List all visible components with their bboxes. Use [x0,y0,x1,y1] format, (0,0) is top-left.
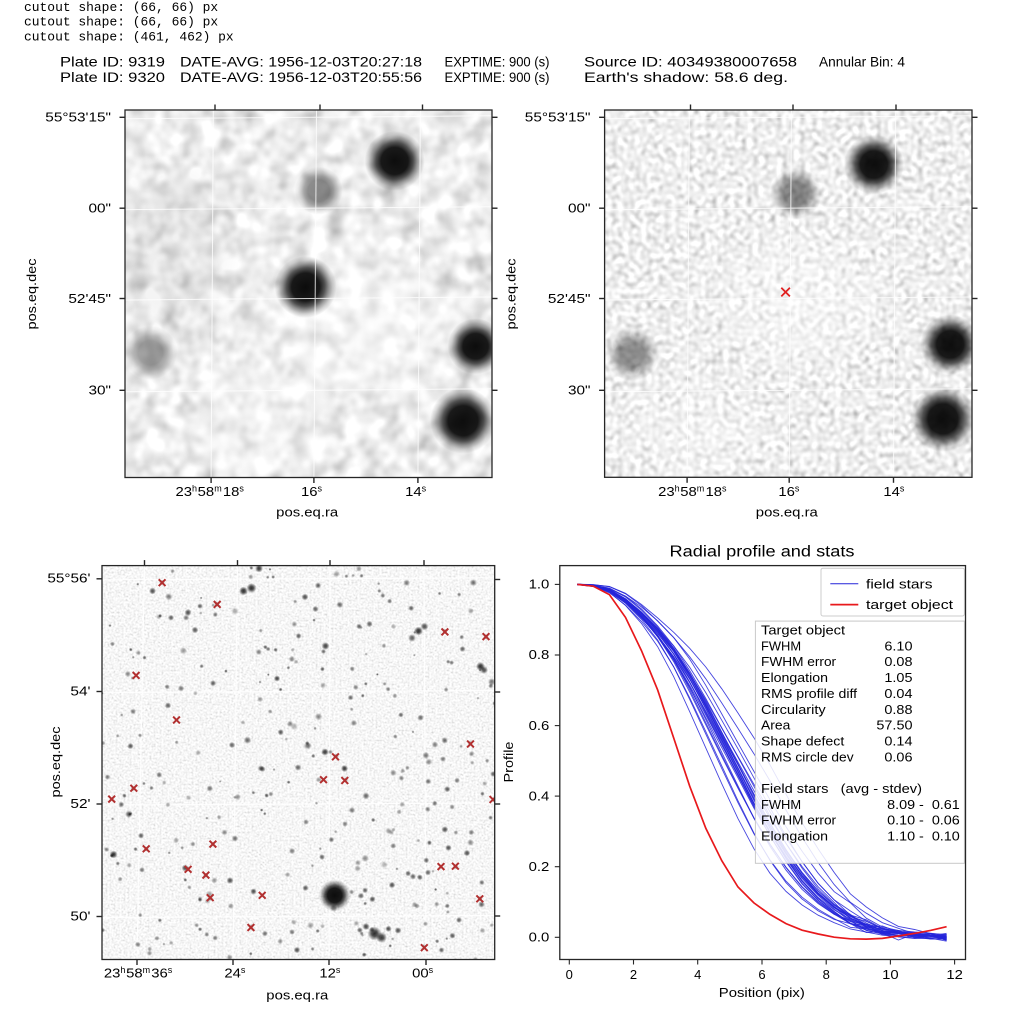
svg-text:0.0: 0.0 [529,930,550,945]
svg-text:16s: 16s [301,484,323,500]
svg-text:8.09 - 0.61: 8.09 - 0.61 [887,798,960,812]
svg-text:4: 4 [694,967,701,982]
svg-text:0.6: 0.6 [529,718,550,733]
svg-text:14s: 14s [883,484,905,500]
svg-text:Radial profile and stats: Radial profile and stats [670,543,855,560]
svg-text:Elongation: Elongation [761,830,828,844]
svg-text:pos.eq.dec: pos.eq.dec [48,726,63,797]
svg-text:57.50: 57.50 [876,719,912,733]
svg-text:Position (pix): Position (pix) [719,985,805,1000]
svg-text:10: 10 [882,967,899,982]
svg-text:0.06: 0.06 [884,750,912,764]
svg-text:55°53'15": 55°53'15" [45,110,111,125]
svg-text:52': 52' [70,796,90,811]
svg-text:EXPTIME: 900 (s): EXPTIME: 900 (s) [445,70,550,85]
svg-text:0.88: 0.88 [884,703,912,717]
svg-text:55°56': 55°56' [47,571,90,586]
svg-text:00": 00" [568,201,591,216]
svg-text:RMS profile diff: RMS profile diff [761,687,858,701]
svg-text:EXPTIME: 900 (s): EXPTIME: 900 (s) [445,55,550,70]
svg-text:52'45": 52'45" [68,291,111,306]
svg-text:FWHM error: FWHM error [761,655,836,669]
svg-text:30": 30" [89,383,112,398]
svg-text:target object: target object [866,597,953,612]
svg-text:00": 00" [89,201,112,216]
svg-text:1.05: 1.05 [884,671,912,685]
svg-text:cutout shape: (66, 66) px: cutout shape: (66, 66) px [24,15,218,30]
svg-text:cutout shape: (66, 66) px: cutout shape: (66, 66) px [24,0,218,15]
svg-text:23h58m18s: 23h58m18s [176,484,245,500]
svg-text:pos.eq.ra: pos.eq.ra [756,505,819,520]
svg-text:Area: Area [761,719,790,733]
svg-text:Field stars (avg - stdev): Field stars (avg - stdev) [761,782,922,796]
svg-text:50': 50' [70,908,90,923]
svg-text:00s: 00s [412,965,434,981]
svg-text:0.4: 0.4 [529,788,550,803]
svg-text:6: 6 [758,967,765,982]
svg-text:Source ID: 40349380007658: Source ID: 40349380007658 [584,55,797,70]
svg-text:54': 54' [70,683,90,698]
svg-text:RMS circle dev: RMS circle dev [761,750,854,764]
svg-text:1.10 - 0.10: 1.10 - 0.10 [887,830,960,844]
svg-text:2: 2 [630,967,637,982]
svg-text:Annular Bin: 4: Annular Bin: 4 [819,55,905,70]
svg-text:pos.eq.dec: pos.eq.dec [504,258,519,329]
svg-text:Plate ID: 9320: Plate ID: 9320 [60,70,165,85]
svg-text:Elongation: Elongation [761,671,828,685]
svg-text:Circularity: Circularity [761,703,827,717]
svg-text:55°53'15": 55°53'15" [525,110,591,125]
svg-text:0.8: 0.8 [529,647,550,662]
svg-text:field stars: field stars [866,576,933,591]
svg-text:FWHM error: FWHM error [761,814,836,828]
svg-text:0.2: 0.2 [529,859,550,874]
svg-text:0.04: 0.04 [884,687,912,701]
svg-text:pos.eq.ra: pos.eq.ra [276,505,339,520]
svg-text:Target object: Target object [761,624,846,638]
svg-text:DATE-AVG: 1956-12-03T20:27:18: DATE-AVG: 1956-12-03T20:27:18 [180,55,422,70]
svg-text:14s: 14s [405,484,427,500]
svg-text:0: 0 [566,967,573,982]
svg-text:Shape defect: Shape defect [761,735,845,749]
svg-text:pos.eq.dec: pos.eq.dec [24,258,39,329]
svg-text:8: 8 [823,967,830,982]
svg-text:Profile: Profile [501,742,516,783]
svg-text:30": 30" [568,383,591,398]
svg-text:0.10 - 0.06: 0.10 - 0.06 [887,814,960,828]
svg-text:23h58m36s: 23h58m36s [104,965,173,981]
svg-text:0.14: 0.14 [884,735,912,749]
svg-text:24s: 24s [224,965,246,981]
svg-text:23h58m18s: 23h58m18s [658,484,727,500]
svg-text:DATE-AVG: 1956-12-03T20:55:56: DATE-AVG: 1956-12-03T20:55:56 [180,70,422,85]
svg-text:Earth's shadow: 58.6 deg.: Earth's shadow: 58.6 deg. [584,70,788,85]
svg-text:pos.eq.ra: pos.eq.ra [266,988,329,1003]
svg-text:0.08: 0.08 [884,655,912,669]
svg-text:12s: 12s [319,965,341,981]
svg-text:1.0: 1.0 [529,577,550,592]
svg-text:16s: 16s [778,484,800,500]
svg-text:6.10: 6.10 [884,639,912,653]
svg-text:FWHM: FWHM [761,798,801,812]
svg-text:FWHM: FWHM [761,639,801,653]
svg-text:12: 12 [946,967,963,982]
svg-text:cutout shape: (461, 462) px: cutout shape: (461, 462) px [24,30,234,45]
svg-text:52'45": 52'45" [548,291,591,306]
svg-text:Plate ID: 9319: Plate ID: 9319 [60,55,165,70]
